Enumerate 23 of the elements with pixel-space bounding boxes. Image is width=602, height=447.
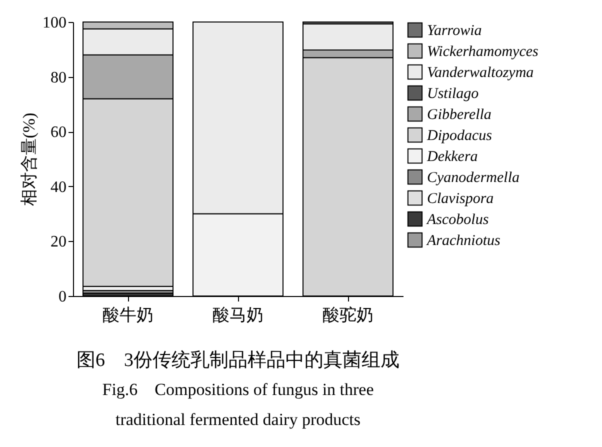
- text: 图6 3份传统乳制品样品中的真菌组成: [76, 350, 400, 371]
- x-tick-label: 酸牛奶: [102, 306, 154, 324]
- legend-label: Dipodacus: [426, 128, 492, 144]
- legend-label: Arachniotus: [426, 233, 500, 249]
- y-tick-label: 100: [42, 14, 66, 32]
- legend-label: Ustilago: [427, 86, 480, 102]
- y-tick-label: 60: [50, 124, 66, 142]
- legend-label: Cyanodermella: [427, 170, 520, 186]
- legend-label: Vanderwaltozyma: [427, 65, 534, 81]
- legend-label: Dekkera: [426, 149, 478, 165]
- x-tick-label: 酸驼奶: [322, 306, 374, 324]
- legend-label: Clavispora: [427, 191, 494, 207]
- y-axis-title: 相对含量(%): [20, 112, 38, 206]
- y-tick-label: 80: [50, 69, 66, 86]
- legend-label: Yarrowia: [427, 23, 482, 39]
- legend-label: Wickerhamomyces: [427, 44, 539, 60]
- legend-label: Ascobolus: [426, 212, 489, 228]
- text: Fig.6 Compositions of fungus in three traditional fermented dairy products: [102, 380, 374, 429]
- y-tick-label: 20: [50, 234, 66, 251]
- y-tick-label: 40: [50, 178, 66, 196]
- x-tick-label: 酸马奶: [212, 306, 264, 324]
- legend-label: Gibberella: [427, 107, 492, 123]
- y-tick-label: 0: [58, 288, 66, 306]
